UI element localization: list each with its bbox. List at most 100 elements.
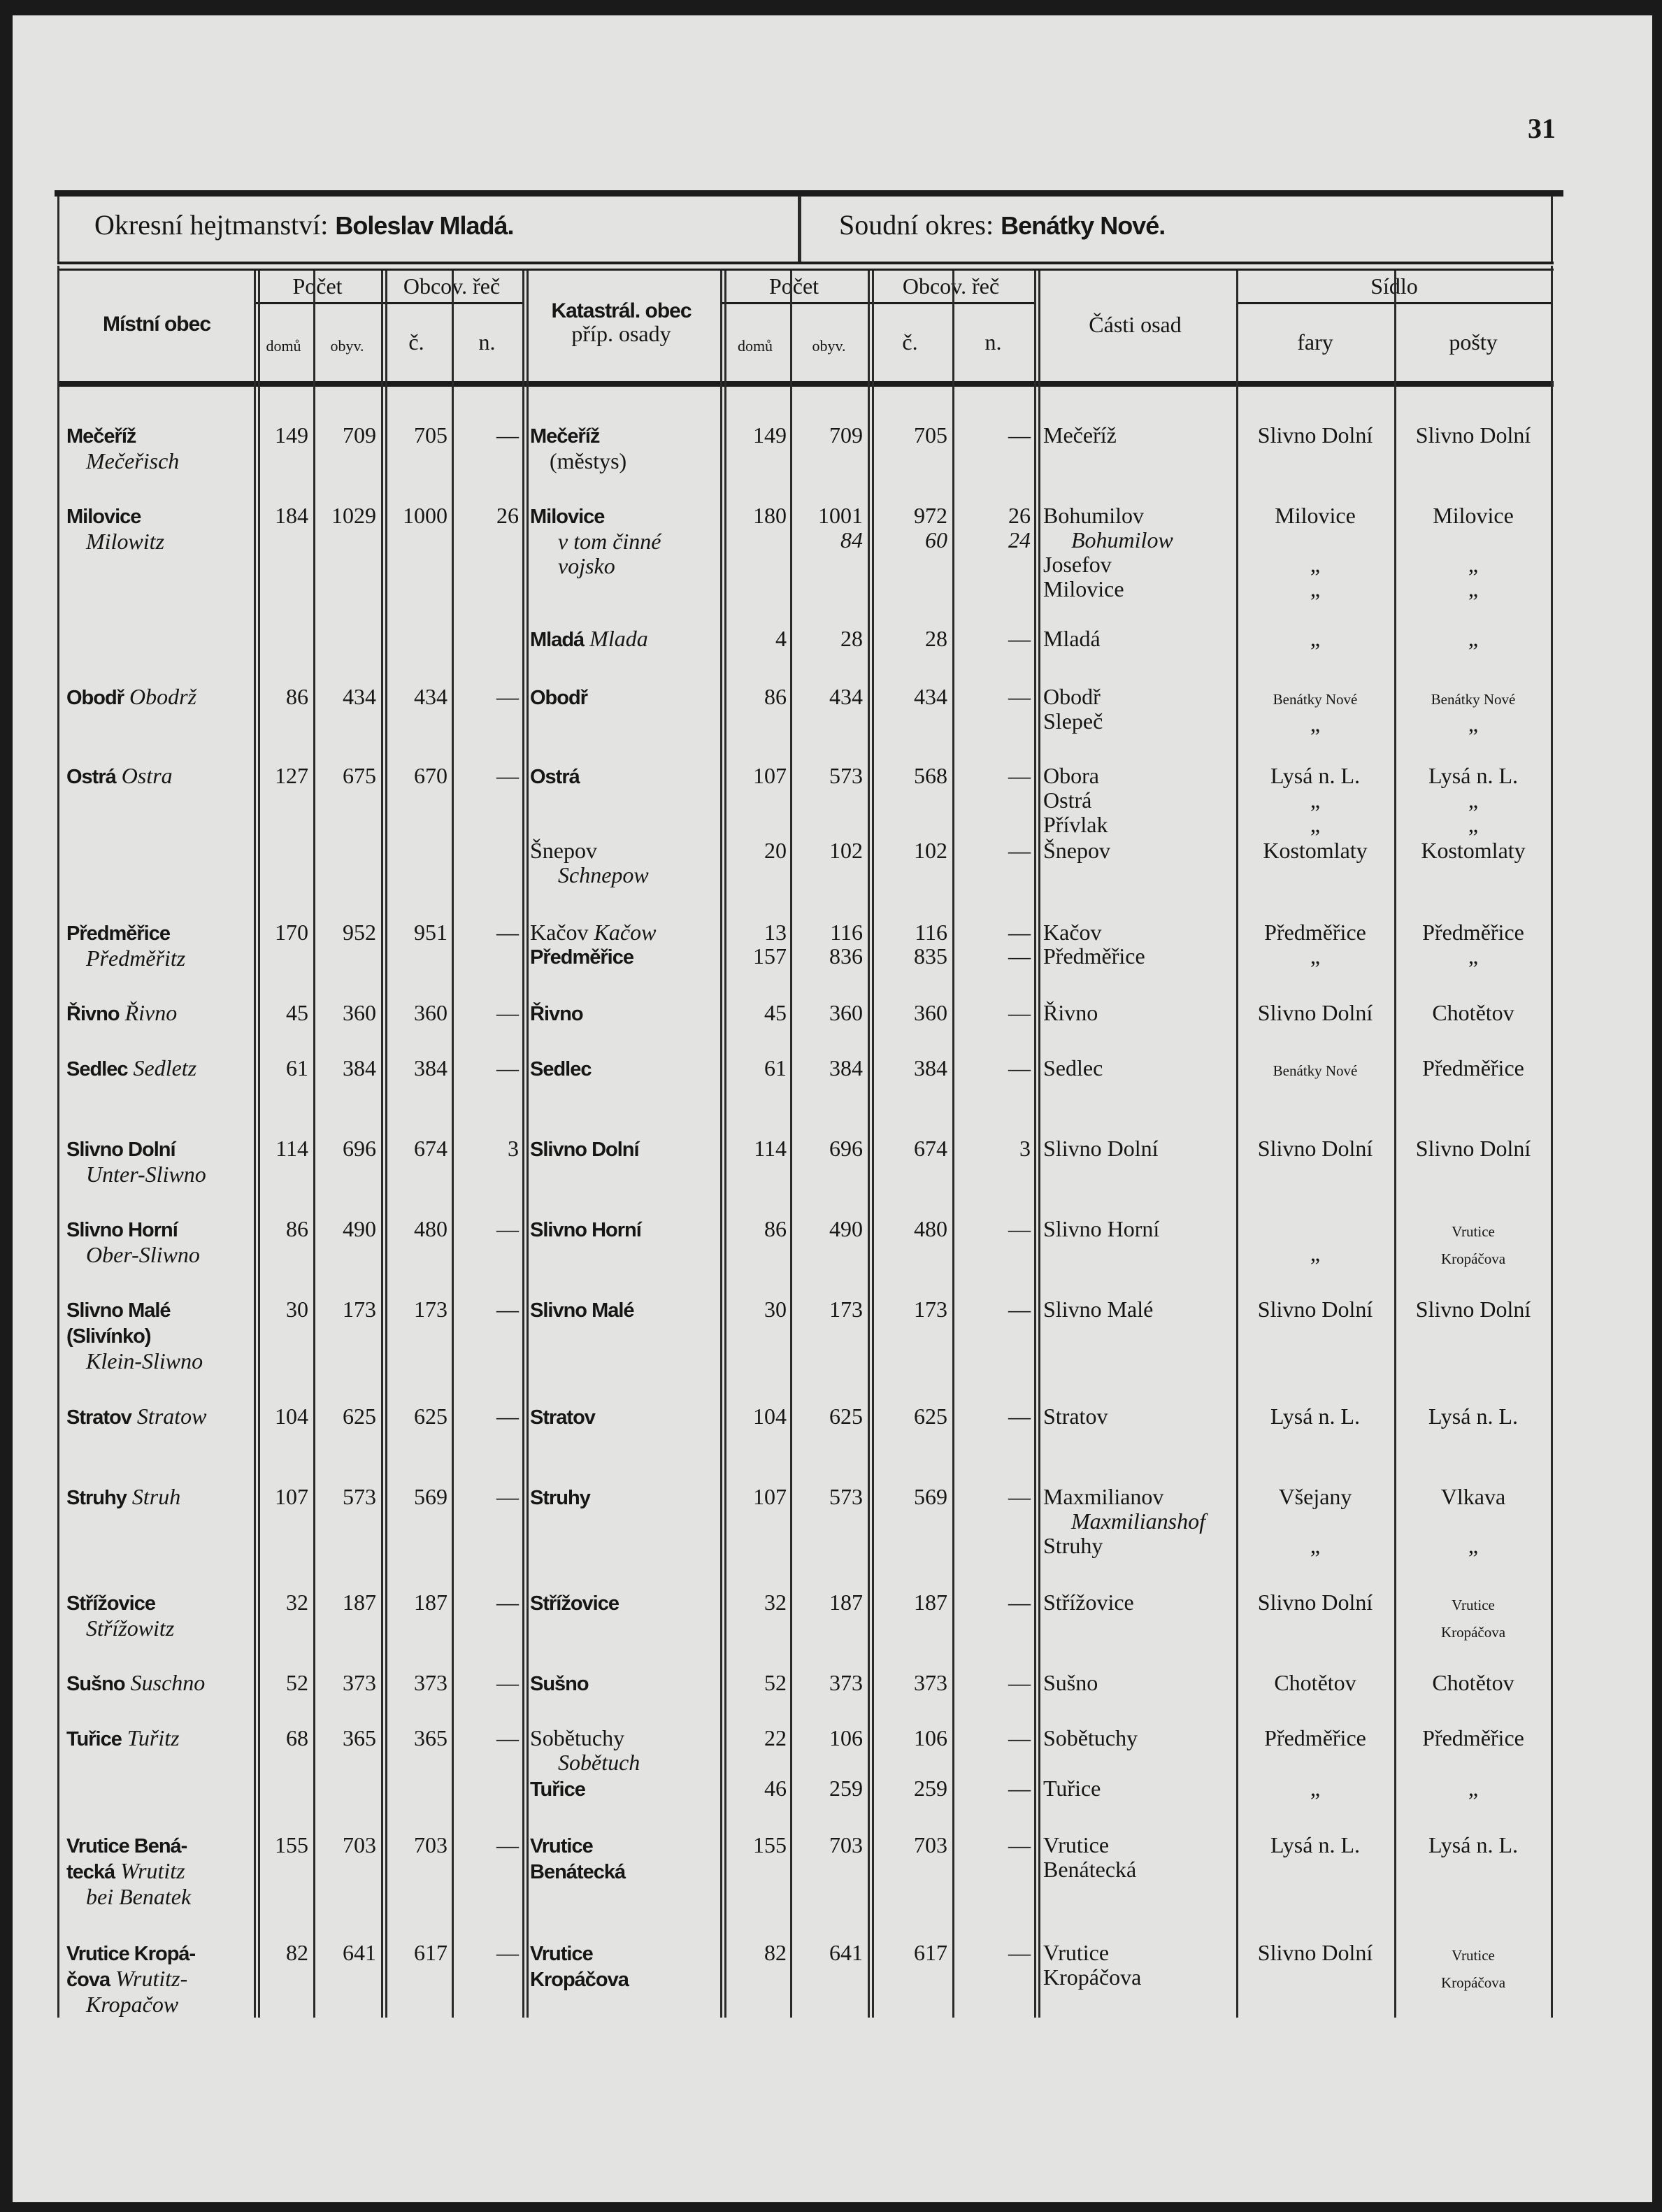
top-rule (55, 190, 1563, 197)
settlement-parts: Slivno Horní (1043, 1217, 1236, 1241)
cadastral-municipality: Sobětuchy Sobětuch (530, 1726, 719, 1775)
population-count: 360 (313, 1001, 376, 1025)
cell-line: — (496, 1725, 519, 1750)
text-segment: Vrutice (1452, 1947, 1495, 1964)
cell-line: „ (1310, 812, 1321, 837)
column-divider (952, 271, 954, 2018)
text-segment: Benátky Nové (1431, 691, 1516, 708)
cell-line: vojsko (530, 554, 719, 578)
czech-speakers: 617 (381, 1941, 447, 1965)
pocet-rule (722, 302, 868, 304)
col-posty: pošty (1449, 329, 1498, 355)
cadastral-houses: 86 (720, 685, 787, 709)
cell-line: — (1008, 1725, 1031, 1750)
cell-line: Ostrá (1043, 787, 1092, 813)
population-count: 952 (313, 920, 376, 945)
cell-line: Předměřice (530, 944, 719, 970)
czech-speakers: 670 (381, 764, 447, 788)
cadastral-municipality: Milovice v tom činné vojsko (530, 504, 719, 578)
cell-line: Benátky Nové (1236, 1056, 1394, 1083)
cell-line: 360 (414, 1000, 447, 1025)
text-segment: Klein-Sliwno (86, 1348, 203, 1373)
cell-line: Střížovice (1043, 1590, 1134, 1615)
cell-line: čova Wrutitz- (66, 1967, 254, 1992)
col-mistni-obec: Místní obec (102, 313, 211, 336)
czech-speakers: 173 (381, 1297, 447, 1322)
cell-line: Milovice (1275, 503, 1356, 528)
text-segment: Milovice (66, 506, 141, 528)
cell-line: Řivno (1043, 1000, 1098, 1025)
cell-line: Chotětov (1432, 1000, 1514, 1025)
cell-line: — (496, 1940, 519, 1965)
cell-line: Schnepow (530, 863, 719, 887)
parish-seat: „ (1236, 1776, 1394, 1801)
german-speakers: — (452, 685, 519, 709)
cadastral-houses: 13 (720, 920, 787, 945)
column-divider (313, 271, 315, 2018)
cadastral-population: 116 (790, 920, 863, 945)
text-segment: Milowitz (86, 529, 165, 554)
text-segment: Unter-Sliwno (86, 1162, 206, 1187)
cell-line: „ (1468, 943, 1479, 969)
header-rule (57, 262, 1554, 264)
col-casti-osad: Části osad (1089, 312, 1182, 337)
cell-line: 107 (275, 1484, 308, 1509)
parish-seat: Všejany „ (1236, 1485, 1394, 1558)
cell-line: Vrutice (1043, 1832, 1110, 1857)
municipality-name: Řivno Řivno (66, 1001, 254, 1027)
text-segment: bei Benatek (86, 1884, 192, 1909)
cadastral-houses: 82 (720, 1941, 787, 1965)
cell-line: „ (1310, 711, 1321, 736)
scan-edge-left (0, 0, 13, 2212)
cell-line: — (496, 1000, 519, 1025)
cell-line: — (1008, 1832, 1031, 1857)
post-office-seat: Chotětov (1394, 1001, 1552, 1025)
cell-line: Stratov (530, 1404, 719, 1430)
cadastral-municipality: Mladá Mlada (530, 627, 719, 652)
houses-count: 32 (254, 1590, 308, 1615)
post-office-seat: „ (1394, 1776, 1552, 1801)
text-segment: Kropáčova (530, 1969, 629, 1991)
population-count: 434 (313, 685, 376, 709)
parish-seat: Lysá n. L. „ „ (1236, 764, 1394, 837)
parish-seat: Slivno Dolní (1236, 423, 1394, 448)
cell-line: 675 (343, 763, 376, 788)
cell-line: 373 (914, 1670, 947, 1695)
cell-line: 187 (829, 1590, 863, 1615)
cell-line: 170 (275, 920, 308, 945)
czech-speakers: 569 (381, 1485, 447, 1509)
cadastral-czech: 972 60 (868, 504, 947, 552)
cell-line: 617 (914, 1940, 947, 1965)
cell-line: 952 (343, 920, 376, 945)
cell-line: 384 (914, 1055, 947, 1080)
population-count: 696 (313, 1136, 376, 1161)
scan-edge-right (1652, 0, 1662, 2212)
cell-line: Tuřice (1043, 1776, 1101, 1801)
text-segment: Slivno Dolní (66, 1139, 176, 1161)
cadastral-houses: 155 (720, 1833, 787, 1857)
parish-seat: Slivno Dolní (1236, 1590, 1394, 1615)
post-office-seat: Lysá n. L. „ „ (1394, 764, 1552, 837)
cadastral-municipality: Tuřice (530, 1776, 719, 1802)
post-office-seat: Vlkava „ (1394, 1485, 1552, 1558)
cadastral-municipality: Slivno Dolní (530, 1136, 719, 1162)
cell-line: 22 (764, 1725, 787, 1750)
population-count: 625 (313, 1404, 376, 1429)
column-divider (1236, 271, 1238, 2018)
cell-line: — (1008, 920, 1031, 945)
cell-line: Slivno Horní (66, 1217, 254, 1243)
col-sidlo: Sídlo (1236, 274, 1552, 298)
parish-seat: Slivno Dolní (1236, 1001, 1394, 1025)
cadastral-municipality: Struhy (530, 1485, 719, 1511)
text-segment: Kropačow (86, 1992, 179, 2017)
cell-line: 384 (414, 1055, 447, 1080)
cell-line: — (1008, 1055, 1031, 1080)
column-divider (452, 271, 454, 2018)
cadastral-houses: 22 (720, 1726, 787, 1750)
column-divider (1394, 271, 1396, 2018)
cadastral-municipality: Ostrá (530, 764, 719, 790)
houses-count: 114 (254, 1136, 308, 1161)
column-divider (526, 271, 529, 2018)
text-segment: Wrutitz- (110, 1966, 188, 1991)
cell-line: — (1008, 1297, 1031, 1322)
